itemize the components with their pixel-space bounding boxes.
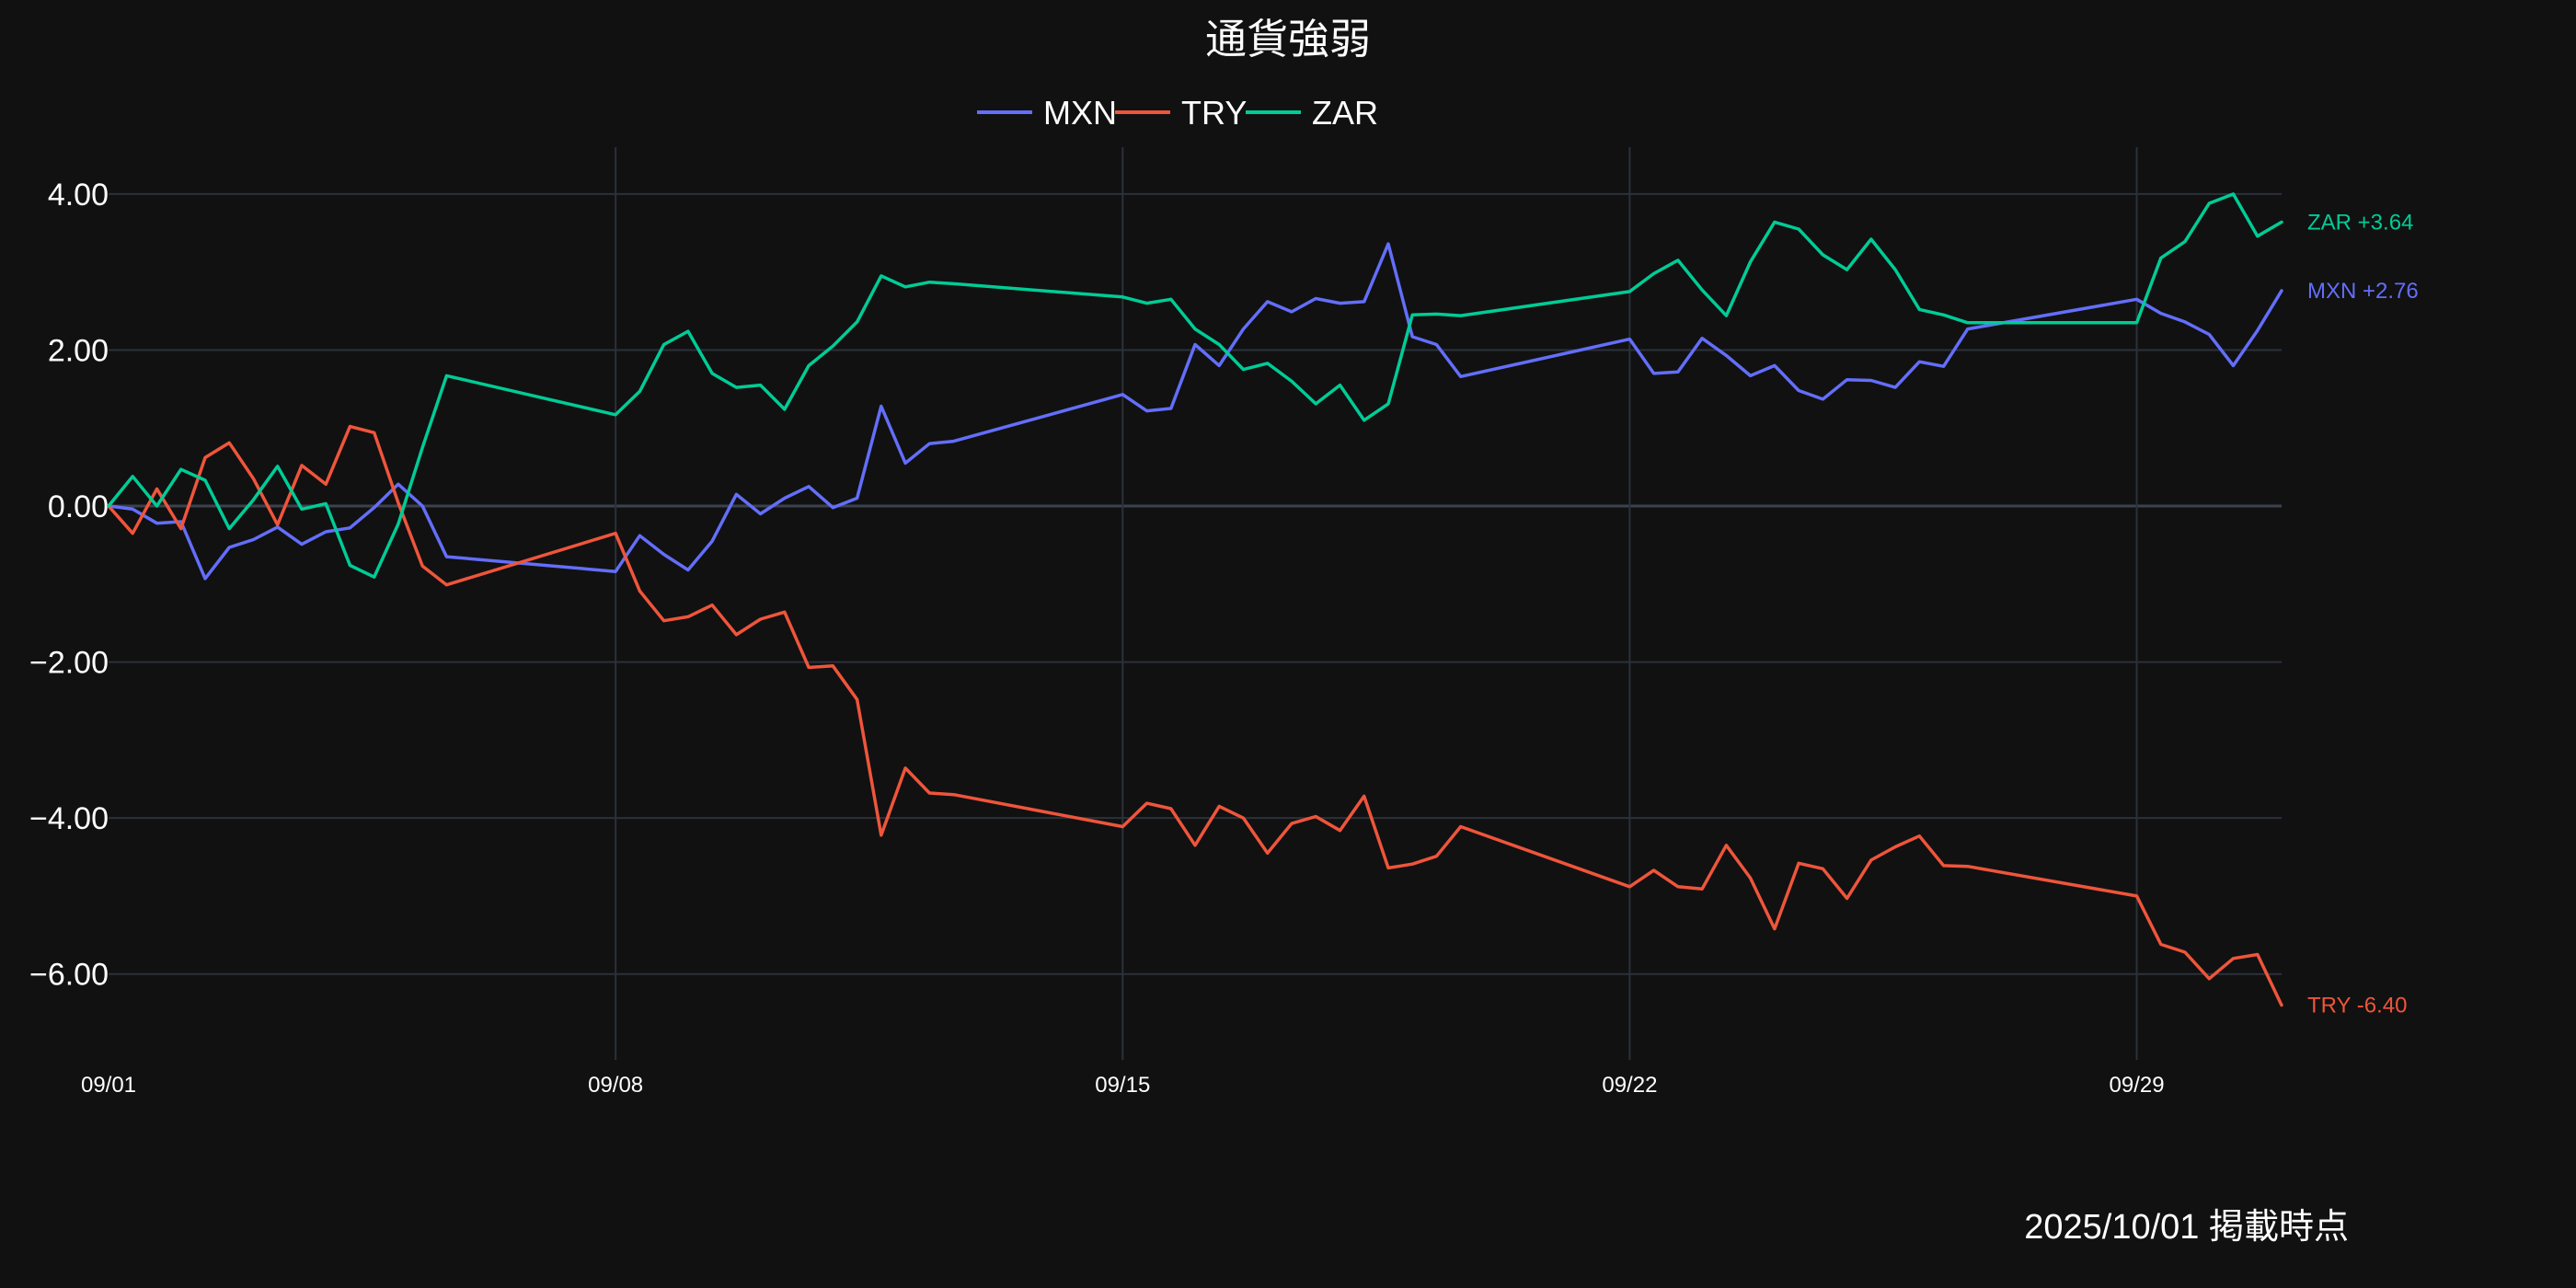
- y-tick-label: −6.00: [29, 958, 109, 993]
- gridlines: [109, 147, 2282, 1060]
- x-tick-label: 09/08: [588, 1073, 643, 1098]
- legend-item-zar[interactable]: ZAR: [1246, 94, 1378, 132]
- end-labels: MXN +2.76 TRY -6.40 ZAR +3.64: [2307, 210, 2419, 1018]
- legend-label: MXN: [1043, 94, 1117, 132]
- y-tick-label: −4.00: [29, 801, 109, 836]
- chart-title: 通貨強弱: [1205, 16, 1371, 63]
- footnote: 2025/10/01 掲載時点: [2024, 1208, 2349, 1247]
- y-tick-label: −2.00: [29, 646, 109, 681]
- y-tick-label: 4.00: [48, 178, 109, 213]
- x-tick-label: 09/01: [81, 1073, 136, 1098]
- y-tick-label: 2.00: [48, 333, 109, 368]
- legend-label: TRY: [1181, 94, 1247, 132]
- end-label-mxn: MXN +2.76: [2307, 279, 2419, 304]
- series-lines: [107, 192, 2283, 1007]
- x-tick-label: 09/22: [1602, 1073, 1657, 1098]
- series-line-try: [107, 424, 2283, 1007]
- y-tick-label: 0.00: [48, 489, 109, 524]
- series-line-mxn: [107, 242, 2283, 581]
- x-tick-label: 09/15: [1095, 1073, 1150, 1098]
- y-axis-ticks: 4.00 2.00 0.00 −2.00 −4.00 −6.00: [29, 178, 109, 993]
- end-label-zar: ZAR +3.64: [2307, 210, 2413, 235]
- series-line-zar: [107, 192, 2283, 579]
- x-axis-ticks: 09/01 09/08 09/15 09/22 09/29: [81, 1073, 2165, 1098]
- legend-item-try[interactable]: TRY: [1115, 94, 1247, 132]
- legend-item-mxn[interactable]: MXN: [977, 94, 1117, 132]
- legend-label: ZAR: [1312, 94, 1378, 132]
- end-label-try: TRY -6.40: [2307, 994, 2408, 1018]
- legend: MXN TRY ZAR: [977, 94, 1378, 132]
- x-tick-label: 09/29: [2110, 1073, 2165, 1098]
